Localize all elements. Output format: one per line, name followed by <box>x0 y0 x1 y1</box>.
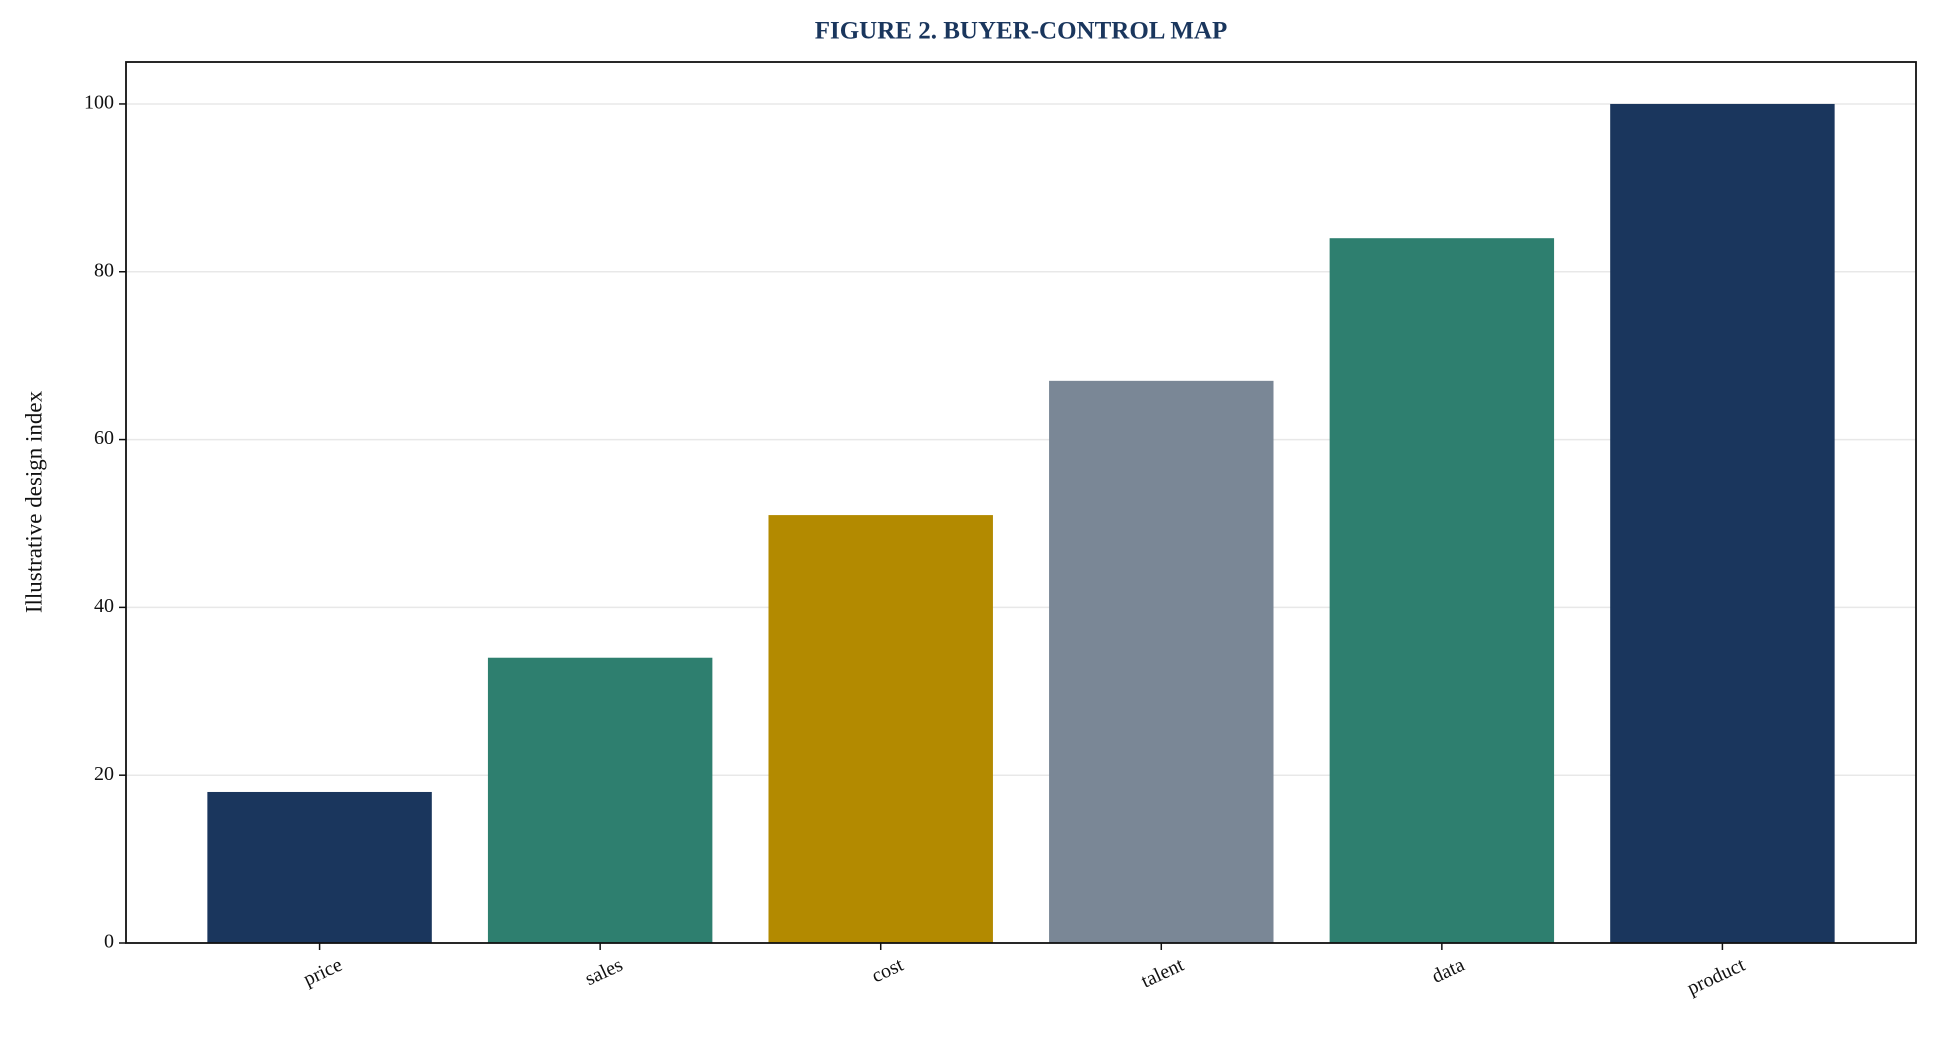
x-tick-label: sales <box>582 954 627 990</box>
x-tick-label: talent <box>1138 954 1188 993</box>
y-tick-label: 40 <box>94 595 114 617</box>
x-tick-label: cost <box>868 954 907 988</box>
plot-frame <box>125 61 1917 944</box>
y-tick-label: 100 <box>84 92 114 114</box>
bar <box>487 657 713 943</box>
bar <box>1049 380 1274 943</box>
bar <box>1610 103 1835 943</box>
x-tick-label: product <box>1684 954 1749 1000</box>
x-tick-label: data <box>1428 954 1468 988</box>
y-axis-label: Illustrative design index <box>21 390 46 613</box>
y-tick-label: 0 <box>104 931 114 953</box>
y-tick-label: 80 <box>94 259 114 281</box>
x-tick-label: price <box>300 954 346 991</box>
bar <box>768 515 993 943</box>
bar <box>1329 238 1555 943</box>
chart-title: FIGURE 2. BUYER-CONTROL MAP <box>815 18 1228 45</box>
y-tick-label: 20 <box>94 763 114 785</box>
bar <box>207 791 432 943</box>
y-tick-label: 60 <box>94 427 114 449</box>
